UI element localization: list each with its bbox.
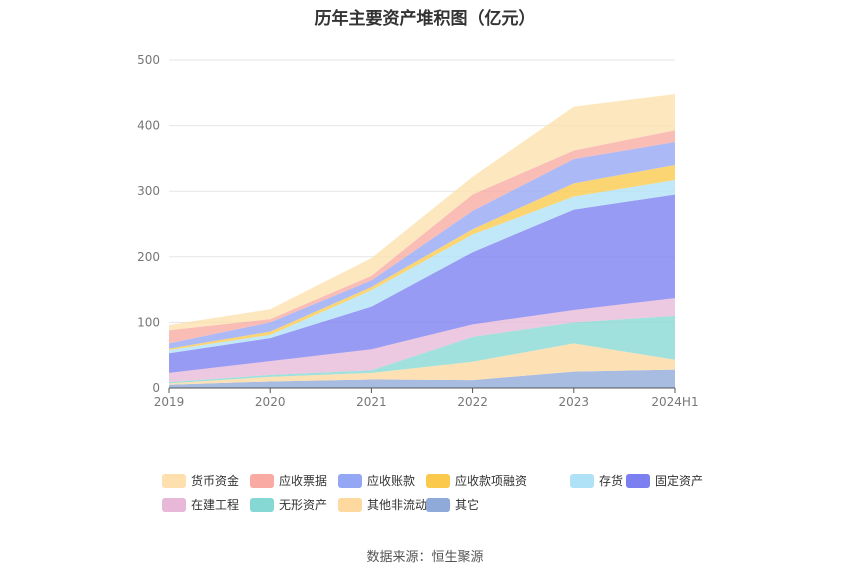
legend-swatch <box>162 473 186 488</box>
legend-item[interactable]: 应收款项融资 <box>426 472 527 489</box>
legend-label: 应收票据 <box>279 474 328 488</box>
area-在建工程 <box>169 298 675 383</box>
legend-item[interactable]: 其它 <box>426 496 479 513</box>
y-tick-label: 0 <box>152 381 160 395</box>
legend-label: 在建工程 <box>191 498 240 512</box>
area-其它 <box>169 369 675 388</box>
area-货币资金 <box>169 94 675 331</box>
chart-title: 历年主要资产堆积图（亿元） <box>314 9 536 29</box>
legend-swatch <box>162 497 186 512</box>
data-source: 数据来源：恒生聚源 <box>366 550 484 565</box>
axes: 0 100 200 300 400 500 2019 2020 2021 2022 2023 2024… <box>137 53 699 409</box>
legend-label: 固定资产 <box>655 474 704 488</box>
area-固定资产 <box>169 194 675 373</box>
legend-swatch <box>250 497 274 512</box>
x-tick-label: 2021 <box>356 395 387 409</box>
x-tick-label: 2019 <box>154 395 185 409</box>
legend-swatch <box>338 473 362 488</box>
legend-item[interactable]: 固定资产 <box>626 472 703 489</box>
legend-item[interactable]: 存货 <box>570 472 623 489</box>
legend-label: 存货 <box>599 474 624 488</box>
area-series <box>169 94 675 388</box>
x-tick-label: 2023 <box>559 395 590 409</box>
legend-item[interactable]: 应收账款 <box>338 472 415 489</box>
area-应收票据 <box>169 130 675 344</box>
legend-item[interactable]: 应收票据 <box>250 472 327 489</box>
y-tick-label: 300 <box>137 184 160 198</box>
area-存货 <box>169 180 675 354</box>
legend-label: 货币资金 <box>191 474 240 488</box>
y-tick-label: 100 <box>137 315 160 329</box>
legend-swatch <box>426 497 450 512</box>
area-应收账款 <box>169 142 675 349</box>
y-tick-label: 200 <box>137 250 160 264</box>
area-其他非流动资产 <box>169 343 675 385</box>
x-tick-label: 2024H1 <box>651 395 698 409</box>
y-tick-label: 400 <box>137 119 160 133</box>
y-tick-label: 500 <box>137 53 160 67</box>
legend-swatch <box>426 473 450 488</box>
x-tick-label: 2022 <box>457 395 488 409</box>
legend-item[interactable]: 在建工程 <box>162 496 239 513</box>
legend-swatch <box>626 473 650 488</box>
legend-swatch <box>250 473 274 488</box>
legend-item[interactable]: 无形资产 <box>250 496 327 513</box>
legend-item[interactable]: 货币资金 <box>162 472 239 489</box>
legend-label: 其它 <box>455 498 480 512</box>
legend-label: 应收账款 <box>367 474 416 488</box>
legend-label: 应收款项融资 <box>455 474 528 488</box>
x-tick-label: 2020 <box>255 395 286 409</box>
legend-swatch <box>570 473 594 488</box>
legend-label: 无形资产 <box>279 498 328 512</box>
area-应收款项融资 <box>169 164 675 350</box>
area-无形资产 <box>169 315 675 384</box>
legend-swatch <box>338 497 362 512</box>
